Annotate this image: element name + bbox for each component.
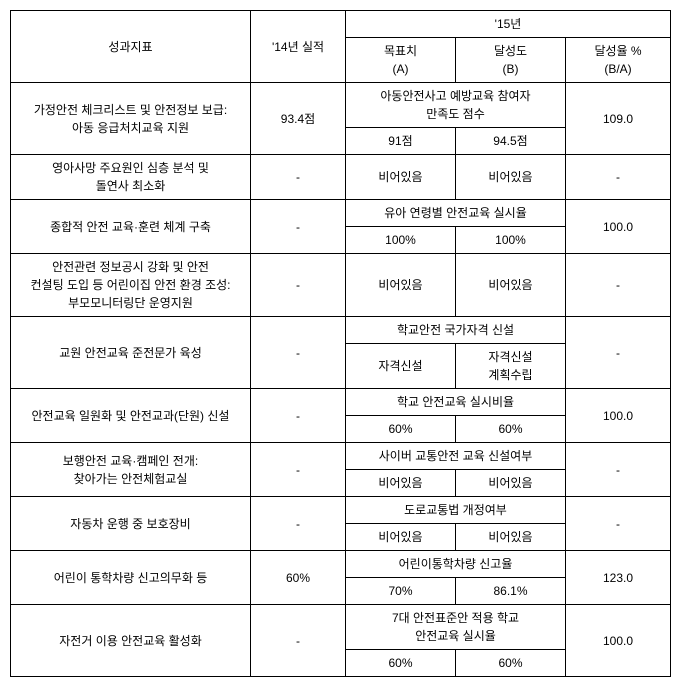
sub-header-cell: 학교안전 국가자격 신설 <box>346 317 566 344</box>
indicator-cell: 어린이 통학차량 신고의무화 등 <box>11 551 251 605</box>
achieve-cell: 비어있음 <box>456 155 566 200</box>
rate-cell: - <box>566 497 671 551</box>
indicator-cell: 보행안전 교육·캠페인 전개:찾아가는 안전체험교실 <box>11 443 251 497</box>
indicator-cell: 종합적 안전 교육·훈련 체계 구축 <box>11 200 251 254</box>
rate-cell: - <box>566 254 671 317</box>
sub-header-cell: 사이버 교통안전 교육 신설여부 <box>346 443 566 470</box>
target-cell: 비어있음 <box>346 155 456 200</box>
sub-header-cell: 어린이통학차량 신고율 <box>346 551 566 578</box>
achieve-cell: 비어있음 <box>456 470 566 497</box>
sub-header-cell: 아동안전사고 예방교육 참여자만족도 점수 <box>346 83 566 128</box>
y14-cell: - <box>251 605 346 677</box>
achieve-cell: 60% <box>456 650 566 677</box>
target-cell: 비어있음 <box>346 470 456 497</box>
y14-cell: - <box>251 200 346 254</box>
y14-cell: - <box>251 317 346 389</box>
achieve-cell: 비어있음 <box>456 254 566 317</box>
achieve-cell: 86.1% <box>456 578 566 605</box>
y14-cell: - <box>251 389 346 443</box>
indicator-cell: 안전교육 일원화 및 안전교과(단원) 신설 <box>11 389 251 443</box>
sub-header-cell: 학교 안전교육 실시비율 <box>346 389 566 416</box>
achieve-cell: 비어있음 <box>456 524 566 551</box>
sub-header-cell: 유아 연령별 안전교육 실시율 <box>346 200 566 227</box>
target-cell: 자격신설 <box>346 344 456 389</box>
indicator-cell: 교원 안전교육 준전문가 육성 <box>11 317 251 389</box>
y14-cell: 93.4점 <box>251 83 346 155</box>
indicator-cell: 영아사망 주요원인 심층 분석 및돌연사 최소화 <box>11 155 251 200</box>
rate-cell: - <box>566 443 671 497</box>
rate-cell: - <box>566 317 671 389</box>
rate-cell: 100.0 <box>566 200 671 254</box>
header-y14: '14년 실적 <box>251 11 346 83</box>
target-cell: 91점 <box>346 128 456 155</box>
rate-cell: 100.0 <box>566 389 671 443</box>
sub-header-cell: 도로교통법 개정여부 <box>346 497 566 524</box>
achieve-cell: 자격신설계획수립 <box>456 344 566 389</box>
target-cell: 비어있음 <box>346 524 456 551</box>
indicator-cell: 가정안전 체크리스트 및 안전정보 보급:아동 응급처치교육 지원 <box>11 83 251 155</box>
y14-cell: - <box>251 443 346 497</box>
indicator-cell: 자전거 이용 안전교육 활성화 <box>11 605 251 677</box>
sub-header-cell: 7대 안전표준안 적용 학교안전교육 실시율 <box>346 605 566 650</box>
header-y15: '15년 <box>346 11 671 38</box>
header-target: 목표치(A) <box>346 38 456 83</box>
rate-cell: 123.0 <box>566 551 671 605</box>
achieve-cell: 100% <box>456 227 566 254</box>
indicator-cell: 자동차 운행 중 보호장비 <box>11 497 251 551</box>
target-cell: 70% <box>346 578 456 605</box>
indicator-cell: 안전관련 정보공시 강화 및 안전컨설팅 도입 등 어린이집 안전 환경 조성:… <box>11 254 251 317</box>
y14-cell: - <box>251 155 346 200</box>
rate-cell: - <box>566 155 671 200</box>
header-rate: 달성율 %(B/A) <box>566 38 671 83</box>
target-cell: 100% <box>346 227 456 254</box>
achieve-cell: 60% <box>456 416 566 443</box>
header-achieve: 달성도(B) <box>456 38 566 83</box>
rate-cell: 100.0 <box>566 605 671 677</box>
y14-cell: - <box>251 497 346 551</box>
achieve-cell: 94.5점 <box>456 128 566 155</box>
target-cell: 60% <box>346 650 456 677</box>
target-cell: 60% <box>346 416 456 443</box>
y14-cell: - <box>251 254 346 317</box>
target-cell: 비어있음 <box>346 254 456 317</box>
header-indicator: 성과지표 <box>11 11 251 83</box>
performance-table: 성과지표'14년 실적'15년목표치(A)달성도(B)달성율 %(B/A) 가정안… <box>10 10 671 677</box>
y14-cell: 60% <box>251 551 346 605</box>
rate-cell: 109.0 <box>566 83 671 155</box>
